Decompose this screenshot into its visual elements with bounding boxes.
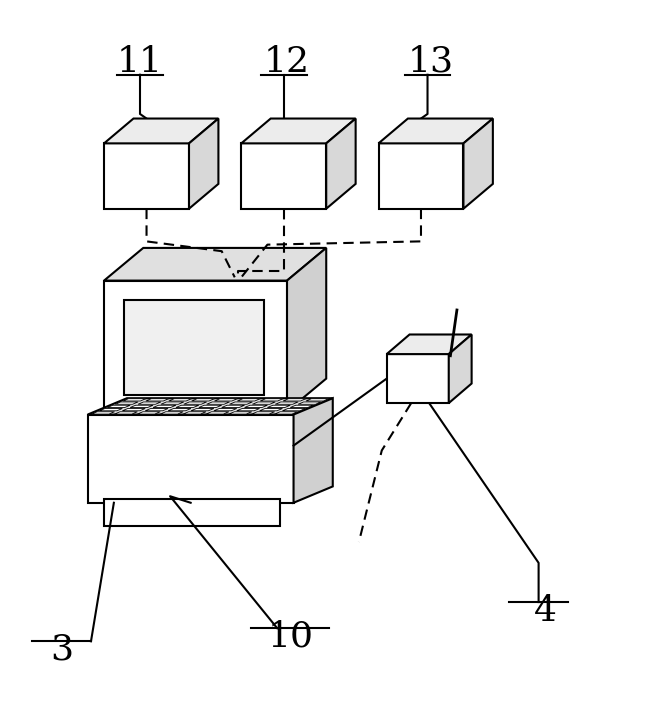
Polygon shape [104,281,287,411]
Polygon shape [229,411,252,414]
Polygon shape [237,409,260,411]
Polygon shape [169,398,192,401]
Polygon shape [306,398,329,401]
Polygon shape [206,411,229,414]
Polygon shape [130,405,153,408]
Polygon shape [145,409,168,411]
Polygon shape [88,414,293,503]
Polygon shape [241,118,356,144]
Text: 3: 3 [50,633,73,667]
Polygon shape [146,398,169,401]
Polygon shape [104,500,281,526]
Text: 11: 11 [117,45,163,79]
Polygon shape [260,398,283,401]
Polygon shape [104,118,218,144]
Polygon shape [192,398,214,401]
Polygon shape [153,405,176,408]
Text: 12: 12 [264,45,310,79]
Polygon shape [268,405,291,408]
Polygon shape [463,118,493,209]
Polygon shape [378,118,493,144]
Polygon shape [293,398,333,503]
Polygon shape [168,409,191,411]
Polygon shape [449,335,472,403]
Polygon shape [189,118,218,209]
Text: 10: 10 [268,620,313,653]
Polygon shape [207,402,229,404]
Polygon shape [283,398,306,401]
Polygon shape [104,144,189,209]
Polygon shape [199,405,221,408]
Polygon shape [183,411,206,414]
Text: 13: 13 [408,45,454,79]
Polygon shape [123,409,145,411]
Polygon shape [291,405,313,408]
Polygon shape [115,402,138,404]
Text: 4: 4 [534,594,557,628]
Polygon shape [88,398,333,414]
Polygon shape [229,402,252,404]
Polygon shape [387,354,449,403]
Polygon shape [92,411,115,414]
Polygon shape [184,402,207,404]
Polygon shape [275,411,297,414]
Polygon shape [283,409,305,411]
Polygon shape [123,398,146,401]
Polygon shape [214,398,237,401]
Polygon shape [191,409,214,411]
Polygon shape [244,405,268,408]
Polygon shape [275,402,298,404]
Polygon shape [124,300,264,395]
Polygon shape [221,405,244,408]
Polygon shape [252,411,275,414]
Polygon shape [260,409,283,411]
Polygon shape [138,402,161,404]
Polygon shape [107,405,130,408]
Polygon shape [252,402,275,404]
Polygon shape [387,335,472,354]
Polygon shape [115,411,137,414]
Polygon shape [100,409,123,411]
Polygon shape [326,118,356,209]
Polygon shape [298,402,321,404]
Polygon shape [176,405,199,408]
Polygon shape [214,409,237,411]
Polygon shape [104,248,326,281]
Polygon shape [161,402,184,404]
Polygon shape [137,411,160,414]
Polygon shape [287,248,326,411]
Polygon shape [237,398,260,401]
Polygon shape [241,144,326,209]
Polygon shape [160,411,183,414]
Polygon shape [378,144,463,209]
